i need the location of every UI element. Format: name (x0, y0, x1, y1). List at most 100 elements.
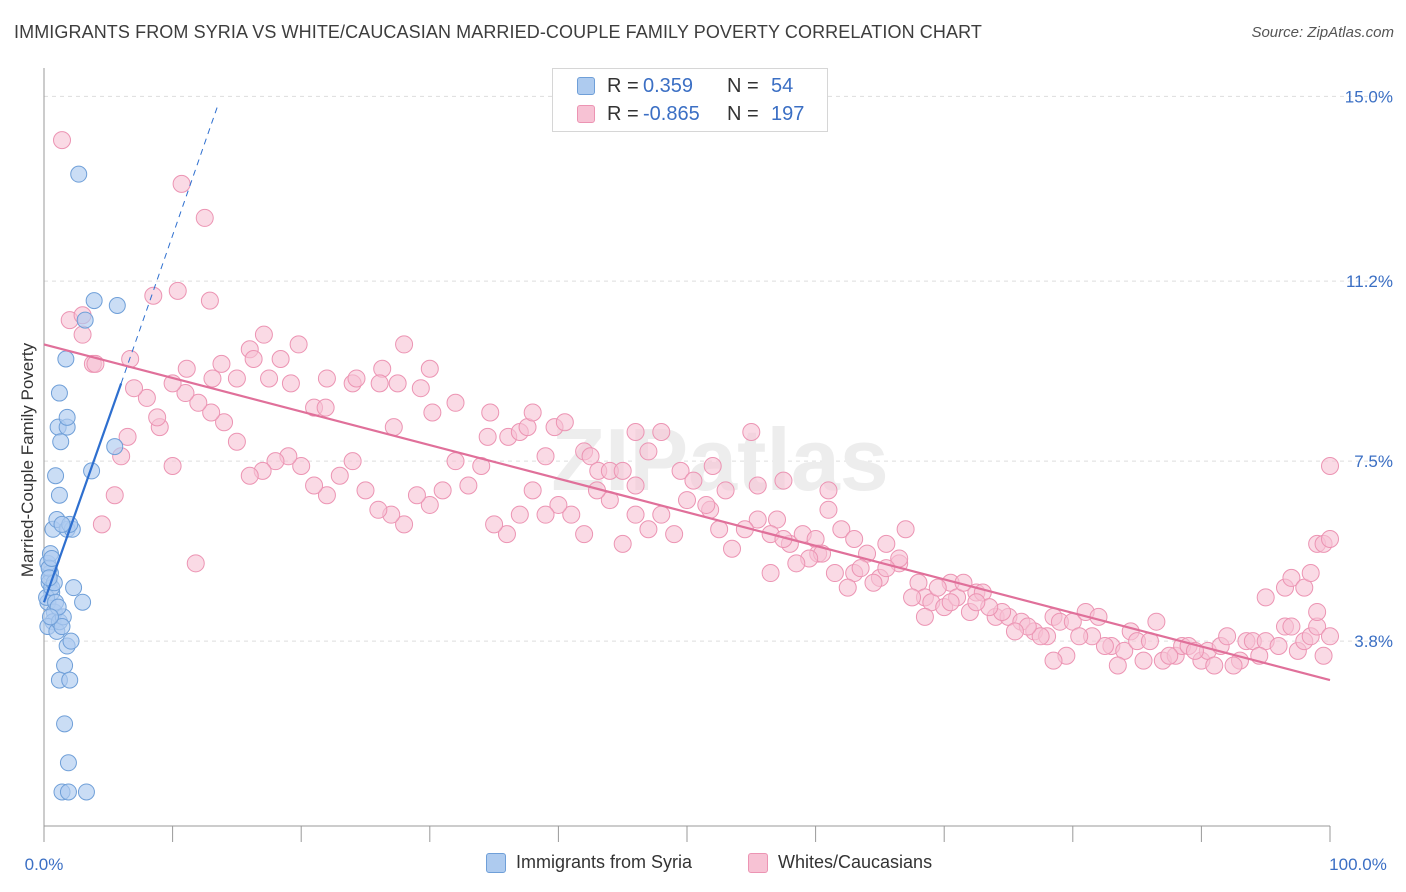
whites-point (292, 457, 311, 476)
whites-point (1282, 568, 1301, 587)
whites-point (1218, 627, 1237, 646)
legend-r-value: 0.359 (643, 74, 694, 97)
whites-point (1031, 627, 1050, 646)
whites-point (665, 525, 684, 544)
legend-swatch-syria (577, 77, 595, 95)
whites-point (825, 564, 844, 583)
whites-point (1321, 529, 1339, 548)
whites-point (845, 529, 864, 548)
whites-point (877, 534, 896, 553)
whites-point (697, 495, 716, 514)
whites-point (915, 607, 934, 626)
syria-point (108, 296, 126, 314)
whites-point (1308, 602, 1327, 621)
whites-point (1256, 588, 1275, 607)
whites-point (1089, 607, 1108, 626)
whites-point (212, 354, 231, 373)
whites-point (105, 486, 124, 505)
syria-point (47, 467, 65, 485)
syria-point (58, 408, 76, 426)
bottom-legend-label-syria: Immigrants from Syria (516, 852, 693, 872)
bottom-legend-whites: Whites/Caucasians (748, 852, 932, 873)
whites-point (1070, 627, 1089, 646)
syria-point (65, 579, 83, 597)
whites-point (144, 286, 163, 305)
syria-point (62, 632, 80, 650)
whites-point (671, 461, 690, 480)
legend-n-label: N = (727, 102, 759, 125)
whites-point (742, 422, 761, 441)
whites-point (395, 515, 414, 534)
whites-point (716, 481, 735, 500)
bottom-legend-syria: Immigrants from Syria (486, 852, 692, 873)
trend-lines (42, 105, 1331, 682)
syria-point (59, 783, 77, 801)
legend-swatch-whites (577, 105, 595, 123)
whites-point (459, 476, 478, 495)
whites-point (92, 515, 111, 534)
whites-point (832, 520, 851, 539)
whites-point (186, 554, 205, 573)
whites-point (510, 505, 529, 524)
whites-point (420, 495, 439, 514)
whites-point (420, 359, 439, 378)
whites-point (928, 578, 947, 597)
syria-point (56, 656, 74, 674)
whites-point (73, 325, 92, 344)
whites-point (1108, 656, 1127, 675)
whites-point (819, 481, 838, 500)
whites-point (523, 403, 542, 422)
whites-point (177, 359, 196, 378)
stats-legend: R = 0.359 N = 54 R = -0.865 N = 197 (552, 68, 828, 132)
syria-point (56, 715, 74, 733)
syria-trend-extension (120, 105, 219, 384)
syria-point (70, 165, 88, 183)
syria-point (52, 433, 70, 451)
whites-point (1314, 646, 1333, 665)
legend-n-value: 197 (771, 102, 805, 125)
whites-point (317, 369, 336, 388)
chart-title: IMMIGRANTS FROM SYRIA VS WHITE/CAUCASIAN… (14, 22, 982, 42)
whites-point (289, 335, 308, 354)
whites-point (748, 510, 767, 529)
whites-point (137, 388, 156, 407)
whites-point (761, 564, 780, 583)
bottom-legend-label-whites: Whites/Caucasians (778, 852, 933, 872)
whites-point (266, 452, 285, 471)
whites-point (819, 500, 838, 519)
series-whites-points (53, 131, 1339, 675)
whites-point (1282, 617, 1301, 636)
syria-point (76, 311, 94, 329)
whites-point (967, 593, 986, 612)
whites-point (523, 481, 542, 500)
y-axis-label: Married-Couple Family Poverty (18, 342, 37, 578)
whites-point (703, 457, 722, 476)
whites-point (168, 281, 187, 300)
whites-point (446, 452, 465, 471)
syria-point (106, 438, 124, 456)
whites-point (1321, 457, 1339, 476)
whites-point (305, 476, 324, 495)
whites-trend-line (43, 343, 1331, 682)
whites-point (148, 408, 167, 427)
source-label: Source: ZipAtlas.com (1251, 24, 1394, 41)
whites-point (254, 325, 273, 344)
whites-point (652, 422, 671, 441)
whites-point (838, 578, 857, 597)
whites-point (373, 359, 392, 378)
syria-trend-line (42, 382, 123, 603)
whites-point (176, 384, 195, 403)
whites-point (1044, 651, 1063, 670)
whites-point (481, 403, 500, 422)
legend-n-label: N = (727, 74, 759, 97)
whites-point (407, 486, 426, 505)
whites-point (411, 379, 430, 398)
whites-point (388, 374, 407, 393)
legend-r-label: R = (607, 74, 639, 97)
whites-point (478, 427, 497, 446)
tick-labels: 3.8% 7.5% 11.2% 15.0% 0.0% 100.0% (25, 87, 1393, 874)
whites-point (260, 369, 279, 388)
whites-point (163, 457, 182, 476)
legend-row-whites: R = -0.865 N = 197 (577, 101, 804, 127)
